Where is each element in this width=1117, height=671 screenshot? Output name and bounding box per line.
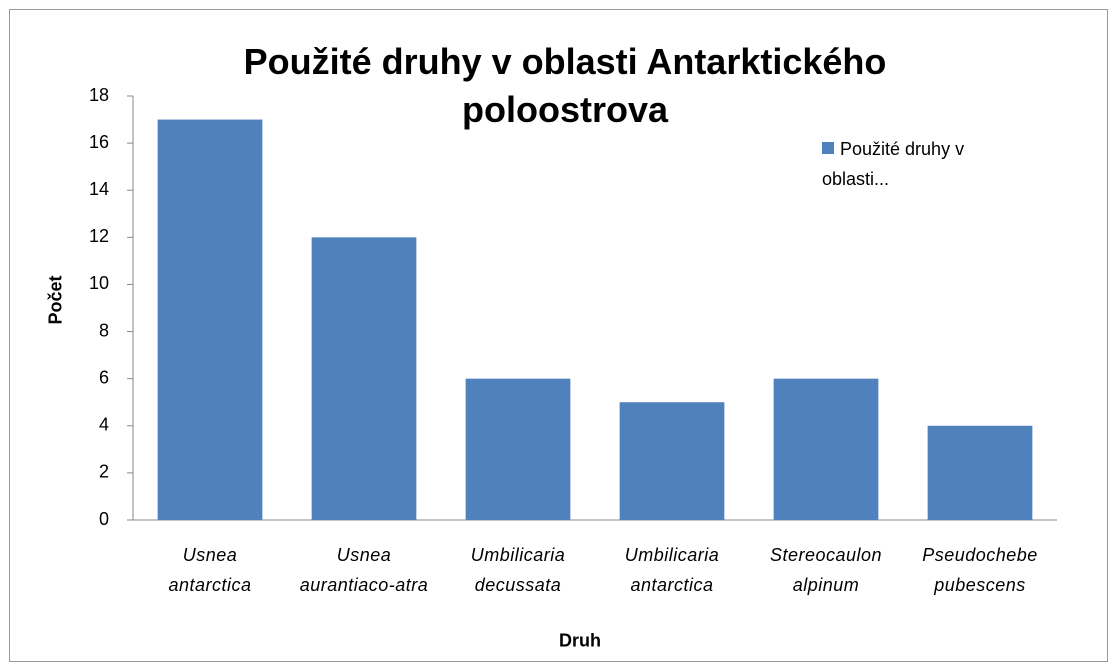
bar (465, 378, 571, 520)
y-tick-label: 18 (89, 85, 109, 105)
bar (927, 425, 1033, 520)
y-tick-label: 14 (89, 179, 109, 199)
y-tick-label: 12 (89, 226, 109, 246)
y-tick-label: 10 (89, 273, 109, 293)
y-tick-label: 2 (99, 462, 109, 482)
y-tick-label: 4 (99, 415, 109, 435)
x-tick-label: Usnea antarctica (168, 545, 251, 595)
x-tick-label: Umbilicaria decussata (471, 545, 566, 595)
y-tick-label: 0 (99, 509, 109, 529)
x-tick-label: Stereocaulon alpinum (770, 545, 882, 595)
chart-title: Použité druhy v oblasti Antarktického po… (243, 41, 887, 130)
x-axis-label: Druh (559, 630, 601, 651)
legend-label: Použité druhy v oblasti... (822, 139, 965, 189)
bar (619, 402, 725, 520)
x-tick-label: Pseudochebe pubescens (922, 545, 1038, 595)
legend: Použité druhy v oblasti... (822, 134, 1022, 194)
y-axis-label: Počet (45, 275, 66, 325)
x-tick-label: Usnea aurantiaco-atra (300, 545, 429, 595)
y-tick-label: 8 (99, 320, 109, 340)
bar (157, 119, 263, 521)
legend-swatch (822, 142, 834, 154)
bar (311, 237, 417, 521)
bar (773, 378, 879, 520)
y-tick-label: 6 (99, 367, 109, 387)
y-tick-label: 16 (89, 132, 109, 152)
x-tick-label: Umbilicaria antarctica (625, 545, 720, 595)
